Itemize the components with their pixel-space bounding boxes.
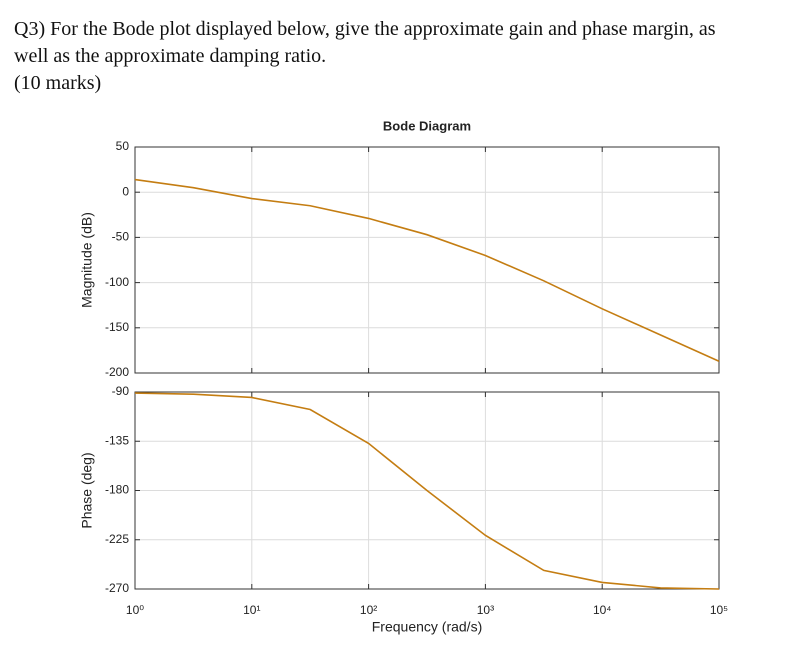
x-tick-label: 10⁴ xyxy=(593,603,612,617)
chart-title: Bode Diagram xyxy=(383,118,471,133)
axes-box xyxy=(134,146,720,374)
plot-area xyxy=(135,147,719,373)
y-tick-label: -100 xyxy=(105,275,129,289)
x-tick-label: 10³ xyxy=(477,603,494,617)
y-tick-label: -180 xyxy=(105,483,129,497)
y-axis-label: Phase (deg) xyxy=(79,452,95,528)
data-line xyxy=(134,178,720,362)
y-tick-label: -50 xyxy=(112,230,130,244)
question-line: (10 marks) xyxy=(14,72,102,94)
y-tick-label: -150 xyxy=(105,320,129,334)
question-line: Q3) For the Bode plot displayed below, g… xyxy=(14,18,716,40)
x-tick-label: 10⁰ xyxy=(126,603,144,617)
y-tick-label: 0 xyxy=(122,184,129,198)
y-axis-label: Magnitude (dB) xyxy=(79,212,95,308)
y-tick-label: -90 xyxy=(112,384,130,398)
y-tick-label: -135 xyxy=(105,433,129,447)
y-tick-label: 50 xyxy=(116,139,130,153)
x-tick-label: 10⁵ xyxy=(710,603,728,617)
x-axis-label: Frequency (rad/s) xyxy=(372,619,482,635)
y-tick-label: -270 xyxy=(105,581,129,595)
question-line: well as the approximate damping ratio. xyxy=(14,45,327,67)
data-line xyxy=(134,392,720,590)
x-tick-label: 10¹ xyxy=(243,603,260,617)
y-tick-label: -200 xyxy=(105,365,129,379)
x-tick-label: 10² xyxy=(360,603,377,617)
y-tick-label: -225 xyxy=(105,532,129,546)
axes-box xyxy=(134,391,720,590)
